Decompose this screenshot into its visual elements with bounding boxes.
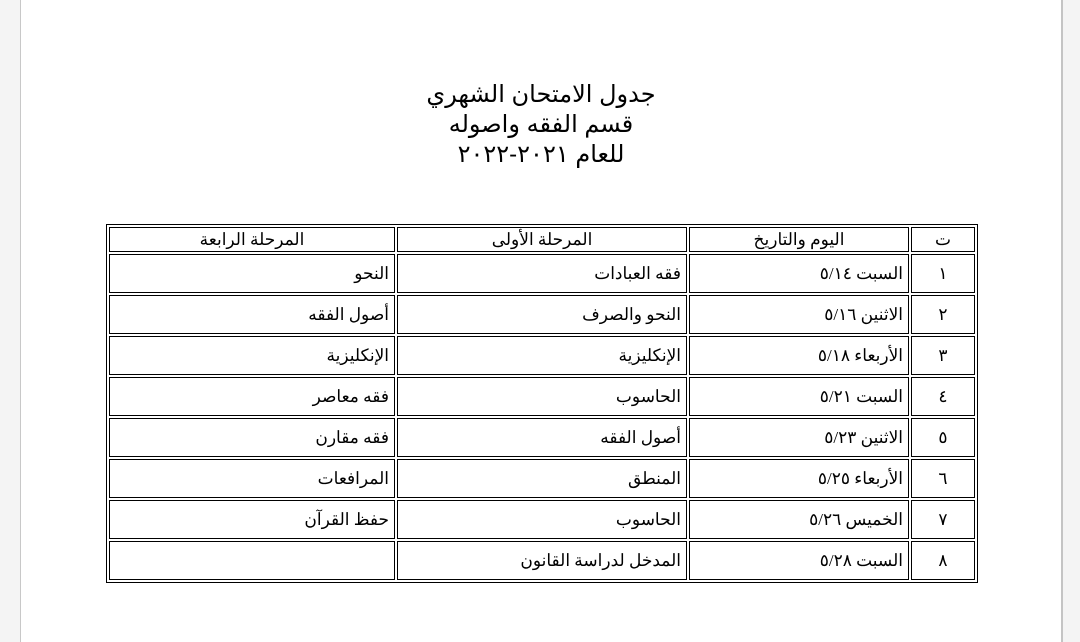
cell-number: ٦ [911, 459, 975, 498]
cell-day-date: السبت ٥/٢٨ [689, 541, 909, 580]
cell-stage-four: النحو [109, 254, 395, 293]
cell-number: ٤ [911, 377, 975, 416]
cell-stage-one: النحو والصرف [397, 295, 687, 334]
cell-day-date: السبت ٥/٢١ [689, 377, 909, 416]
table-row: ٢ الاثنين ٥/١٦ النحو والصرف أصول الفقه [109, 295, 975, 334]
document-page: جدول الامتحان الشهري قسم الفقه واصوله لل… [20, 0, 1063, 642]
table-row: ٧ الخميس ٥/٢٦ الحاسوب حفظ القرآن [109, 500, 975, 539]
table-row: ٨ السبت ٥/٢٨ المدخل لدراسة القانون [109, 541, 975, 580]
header-stage-one: المرحلة الأولى [397, 227, 687, 252]
cell-stage-one: المدخل لدراسة القانون [397, 541, 687, 580]
cell-stage-four: الإنكليزية [109, 336, 395, 375]
header-stage-four: المرحلة الرابعة [109, 227, 395, 252]
table-row: ٦ الأربعاء ٥/٢٥ المنطق المرافعات [109, 459, 975, 498]
cell-stage-four: فقه معاصر [109, 377, 395, 416]
cell-number: ٢ [911, 295, 975, 334]
cell-number: ٨ [911, 541, 975, 580]
table-header-row: ت اليوم والتاريخ المرحلة الأولى المرحلة … [109, 227, 975, 252]
cell-day-date: الخميس ٥/٢٦ [689, 500, 909, 539]
cell-stage-four: المرافعات [109, 459, 395, 498]
cell-stage-one: فقه العبادات [397, 254, 687, 293]
cell-stage-four: فقه مقارن [109, 418, 395, 457]
cell-stage-one: الحاسوب [397, 500, 687, 539]
table-row: ٣ الأربعاء ٥/١٨ الإنكليزية الإنكليزية [109, 336, 975, 375]
cell-stage-four: أصول الفقه [109, 295, 395, 334]
cell-stage-four [109, 541, 395, 580]
year-line: للعام ٢٠٢١-٢٠٢٢ [457, 141, 625, 168]
document-heading: جدول الامتحان الشهري قسم الفقه واصوله لل… [21, 80, 1061, 170]
cell-day-date: السبت ٥/١٤ [689, 254, 909, 293]
cell-stage-one: الإنكليزية [397, 336, 687, 375]
cell-stage-one: أصول الفقه [397, 418, 687, 457]
table-row: ٥ الاثنين ٥/٢٣ أصول الفقه فقه مقارن [109, 418, 975, 457]
cell-number: ٥ [911, 418, 975, 457]
header-number: ت [911, 227, 975, 252]
table-row: ٤ السبت ٥/٢١ الحاسوب فقه معاصر [109, 377, 975, 416]
cell-number: ٧ [911, 500, 975, 539]
exam-schedule-table: ت اليوم والتاريخ المرحلة الأولى المرحلة … [106, 224, 978, 583]
cell-stage-four: حفظ القرآن [109, 500, 395, 539]
cell-day-date: الاثنين ٥/١٦ [689, 295, 909, 334]
cell-stage-one: الحاسوب [397, 377, 687, 416]
cell-day-date: الأربعاء ٥/١٨ [689, 336, 909, 375]
cell-stage-one: المنطق [397, 459, 687, 498]
cell-day-date: الاثنين ٥/٢٣ [689, 418, 909, 457]
department-line: قسم الفقه واصوله [448, 111, 634, 138]
title-line: جدول الامتحان الشهري [426, 81, 656, 108]
cell-number: ٣ [911, 336, 975, 375]
cell-number: ١ [911, 254, 975, 293]
cell-day-date: الأربعاء ٥/٢٥ [689, 459, 909, 498]
header-day-date: اليوم والتاريخ [689, 227, 909, 252]
table-row: ١ السبت ٥/١٤ فقه العبادات النحو [109, 254, 975, 293]
